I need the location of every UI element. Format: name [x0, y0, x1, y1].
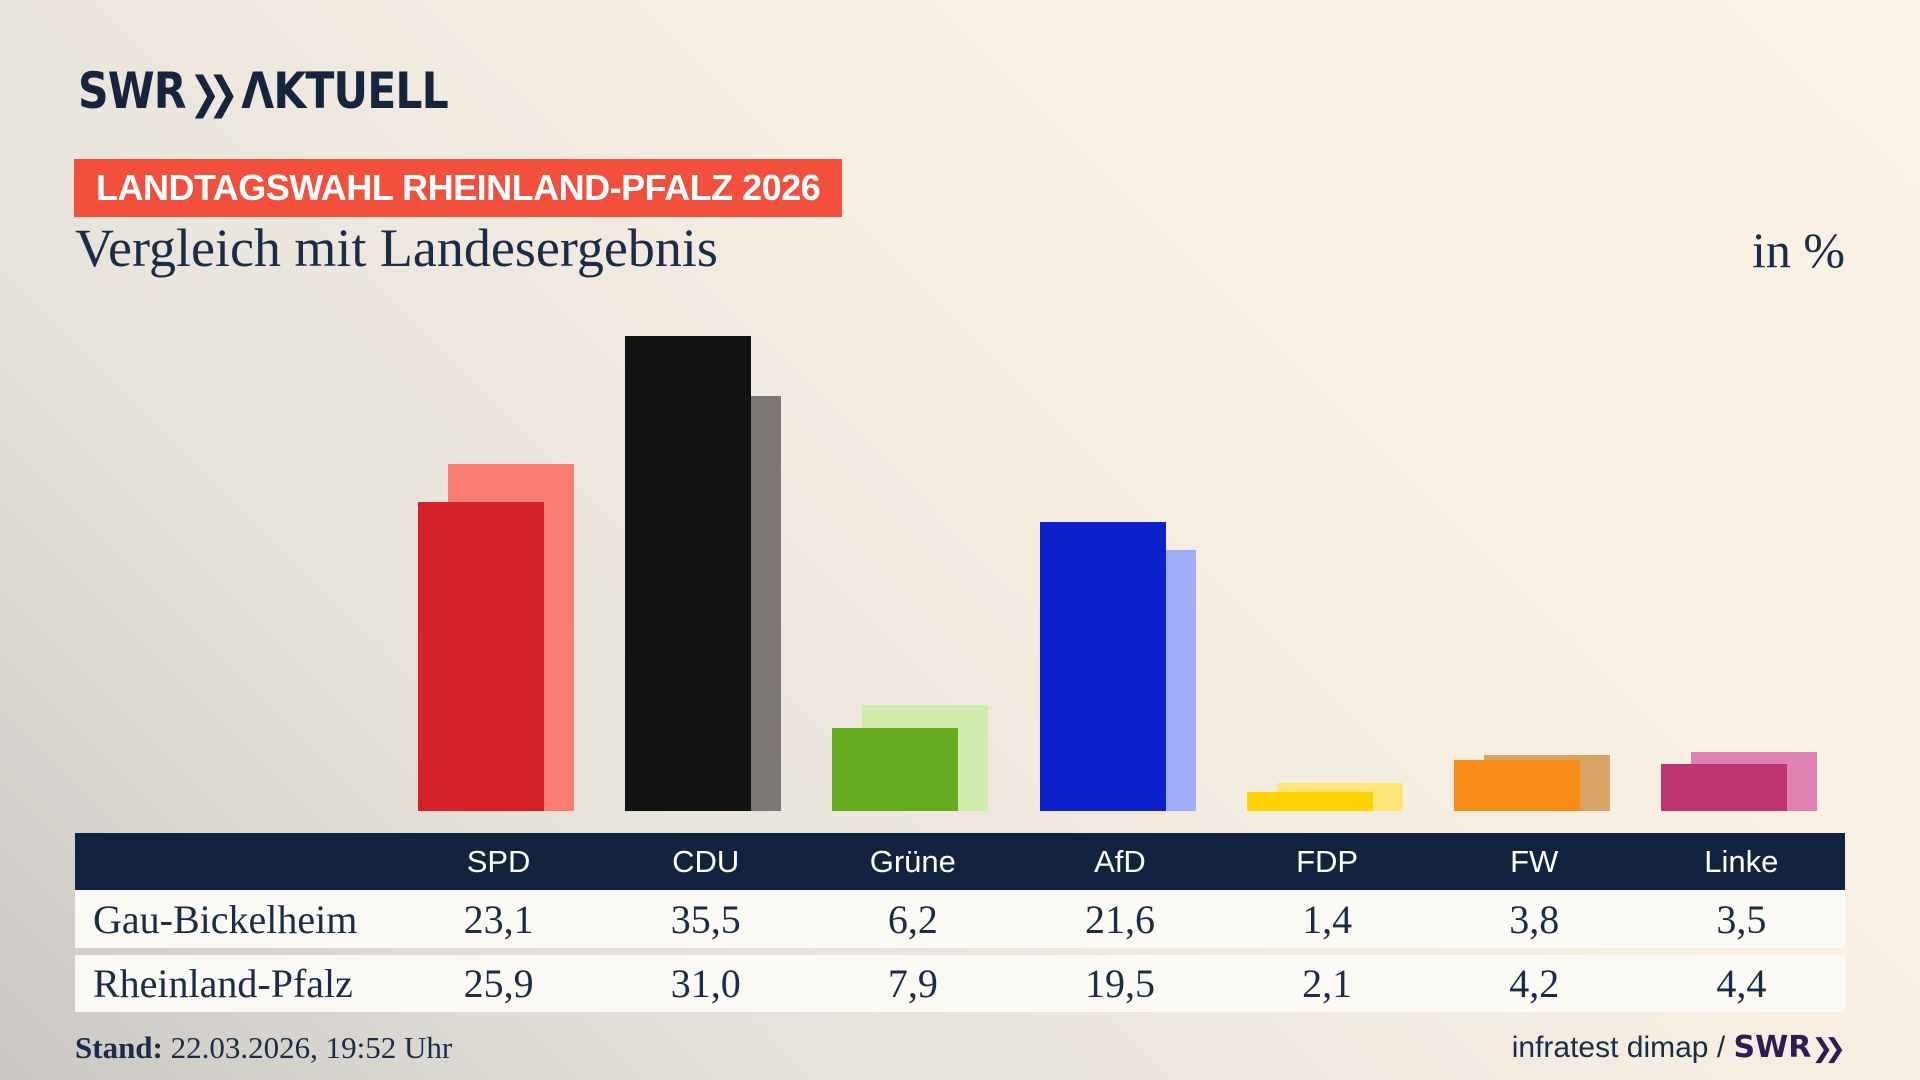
value-cell-rheinland-pfalz-fw: 4,2: [1509, 961, 1560, 1006]
swr-aktuell-logo: SWR❯❯ ΛKTUELL: [78, 62, 449, 120]
header-cell-afd: AfD: [1094, 843, 1146, 879]
header-cell-linke: Linke: [1704, 843, 1779, 879]
bar-cdu-gau-bickelheim: [625, 336, 751, 811]
bar-spd-gau-bickelheim: [418, 502, 544, 811]
row-label: Gau-Bickelheim: [93, 896, 358, 942]
header-cell-fw: FW: [1510, 843, 1559, 879]
value-cell-rheinland-pfalz-afd: 19,5: [1084, 961, 1155, 1006]
bar-afd-gau-bickelheim: [1040, 522, 1166, 811]
logo-aktuell-text: ΛKTUELL: [241, 62, 448, 120]
value-cell-gau-bickelheim-afd: 21,6: [1084, 896, 1155, 942]
table-header-row: SPD CDU Grüne AfD FDP FW Linke: [75, 833, 1845, 890]
bar-fdp-gau-bickelheim: [1247, 792, 1373, 811]
value-cell-rheinland-pfalz-spd: 25,9: [463, 961, 534, 1006]
header-cell-fdp: FDP: [1296, 843, 1359, 879]
unit-label: in %: [1751, 222, 1845, 278]
header-cell-gr-ne: Grüne: [869, 843, 956, 879]
swr-logo-small: SWR❯❯: [1734, 1030, 1846, 1065]
source-text: infratest dimap /: [1511, 1031, 1734, 1064]
value-cell-rheinland-pfalz-fdp: 2,1: [1302, 961, 1353, 1006]
source-credit: infratest dimap / SWR❯❯: [1511, 1030, 1846, 1065]
bar-linke-gau-bickelheim: [1661, 764, 1787, 811]
bar-gr-ne-gau-bickelheim: [832, 728, 958, 811]
stand-label: Stand:: [75, 1030, 163, 1065]
chart-title: Vergleich mit Landesergebnis: [75, 218, 718, 278]
value-cell-gau-bickelheim-linke: 3,5: [1716, 896, 1767, 942]
value-cell-rheinland-pfalz-gr-ne: 7,9: [887, 961, 938, 1006]
header-cell-cdu: CDU: [672, 843, 740, 879]
bar-fw-gau-bickelheim: [1454, 760, 1580, 811]
header-cell-spd: SPD: [466, 843, 531, 879]
timestamp: Stand: 22.03.2026, 19:52 Uhr: [75, 1030, 452, 1066]
double-chevron-icon: ❯❯: [1811, 1034, 1846, 1064]
election-badge: LANDTAGSWAHL RHEINLAND-PFALZ 2026: [74, 159, 843, 217]
logo-swr-text: SWR: [78, 62, 187, 120]
value-cell-rheinland-pfalz-linke: 4,4: [1716, 961, 1767, 1006]
double-chevron-icon: ❯❯: [189, 68, 239, 119]
value-cell-gau-bickelheim-spd: 23,1: [463, 896, 534, 942]
value-cell-gau-bickelheim-fdp: 1,4: [1302, 896, 1353, 942]
value-cell-rheinland-pfalz-cdu: 31,0: [670, 961, 741, 1006]
table-row-rheinland-pfalz: Rheinland-Pfalz 25,9 31,0 7,9 19,5 2,1 4,2 4,4: [75, 955, 1845, 1012]
row-label: Rheinland-Pfalz: [93, 961, 353, 1006]
value-cell-gau-bickelheim-gr-ne: 6,2: [887, 896, 938, 942]
value-cell-gau-bickelheim-cdu: 35,5: [670, 896, 741, 942]
table-row-gau-bickelheim: Gau-Bickelheim 23,1 35,5 6,2 21,6 1,4 3,8 3,5: [75, 890, 1845, 948]
stand-value: 22.03.2026, 19:52 Uhr: [162, 1030, 453, 1065]
value-cell-gau-bickelheim-fw: 3,8: [1509, 896, 1560, 942]
